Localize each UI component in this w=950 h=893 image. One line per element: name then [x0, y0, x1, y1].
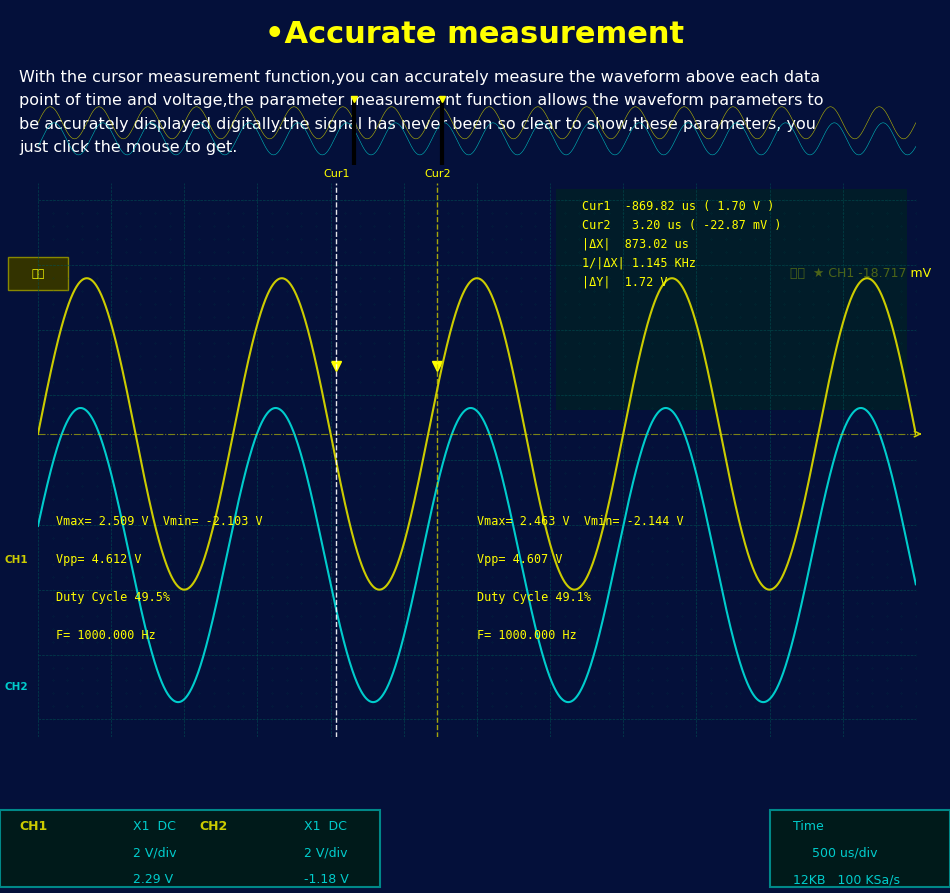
FancyBboxPatch shape [0, 810, 380, 887]
Text: 运行: 运行 [31, 269, 45, 279]
Text: Vmax= 2.463 V  Vmin= -2.144 V

Vpp= 4.607 V

Duty Cycle 49.1%

F= 1000.000 Hz: Vmax= 2.463 V Vmin= -2.144 V Vpp= 4.607 … [477, 515, 684, 642]
FancyBboxPatch shape [556, 188, 907, 410]
Text: •Accurate measurement: •Accurate measurement [265, 20, 685, 49]
FancyBboxPatch shape [8, 257, 68, 290]
FancyBboxPatch shape [770, 810, 950, 887]
Text: CH1: CH1 [4, 555, 28, 564]
Text: X1  DC: X1 DC [304, 820, 347, 833]
Text: CH2: CH2 [4, 682, 28, 692]
Text: CH2: CH2 [200, 820, 228, 833]
Text: Vmax= 2.509 V  Vmin= -2.103 V

Vpp= 4.612 V

Duty Cycle 49.5%

F= 1000.000 Hz: Vmax= 2.509 V Vmin= -2.103 V Vpp= 4.612 … [55, 515, 262, 642]
FancyBboxPatch shape [0, 537, 35, 583]
Text: Cur1: Cur1 [323, 169, 350, 179]
Text: X1  DC: X1 DC [133, 820, 176, 833]
Text: Cur1  -869.82 us ( 1.70 V )
Cur2   3.20 us ( -22.87 mV )
|ΔX|  873.02 us
1/|ΔX| : Cur1 -869.82 us ( 1.70 V ) Cur2 3.20 us … [582, 200, 782, 288]
Text: 自动  ★ CH1 -18.717 mV: 自动 ★ CH1 -18.717 mV [789, 267, 931, 280]
FancyBboxPatch shape [0, 663, 35, 710]
Text: 2 V/div: 2 V/div [133, 847, 177, 860]
Text: Time: Time [793, 820, 824, 833]
Text: 12KB   100 KSa/s: 12KB 100 KSa/s [793, 873, 901, 887]
Text: -1.18 V: -1.18 V [304, 873, 349, 887]
Text: Cur2: Cur2 [424, 169, 450, 179]
Text: With the cursor measurement function,you can accurately measure the waveform abo: With the cursor measurement function,you… [19, 70, 824, 155]
Text: CH1: CH1 [19, 820, 48, 833]
Text: 2 V/div: 2 V/div [304, 847, 348, 860]
Text: 2.29 V: 2.29 V [133, 873, 173, 887]
Text: 500 us/div: 500 us/div [812, 847, 878, 860]
